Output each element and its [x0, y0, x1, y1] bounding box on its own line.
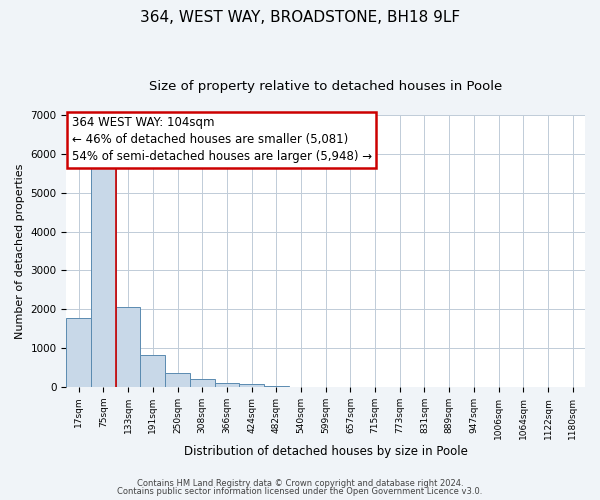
Bar [215, 383, 239, 387]
Text: 364 WEST WAY: 104sqm
← 46% of detached houses are smaller (5,081)
54% of semi-de: 364 WEST WAY: 104sqm ← 46% of detached h… [71, 116, 372, 164]
Bar [91, 164, 116, 387]
Bar [140, 355, 165, 387]
Bar [239, 384, 264, 387]
Bar [116, 308, 140, 387]
Text: 364, WEST WAY, BROADSTONE, BH18 9LF: 364, WEST WAY, BROADSTONE, BH18 9LF [140, 10, 460, 25]
Bar [67, 318, 91, 387]
Bar [165, 372, 190, 387]
Y-axis label: Number of detached properties: Number of detached properties [15, 164, 25, 338]
Text: Contains public sector information licensed under the Open Government Licence v3: Contains public sector information licen… [118, 487, 482, 496]
X-axis label: Distribution of detached houses by size in Poole: Distribution of detached houses by size … [184, 444, 467, 458]
Bar [190, 378, 215, 387]
Bar [264, 386, 289, 387]
Text: Contains HM Land Registry data © Crown copyright and database right 2024.: Contains HM Land Registry data © Crown c… [137, 478, 463, 488]
Title: Size of property relative to detached houses in Poole: Size of property relative to detached ho… [149, 80, 502, 93]
